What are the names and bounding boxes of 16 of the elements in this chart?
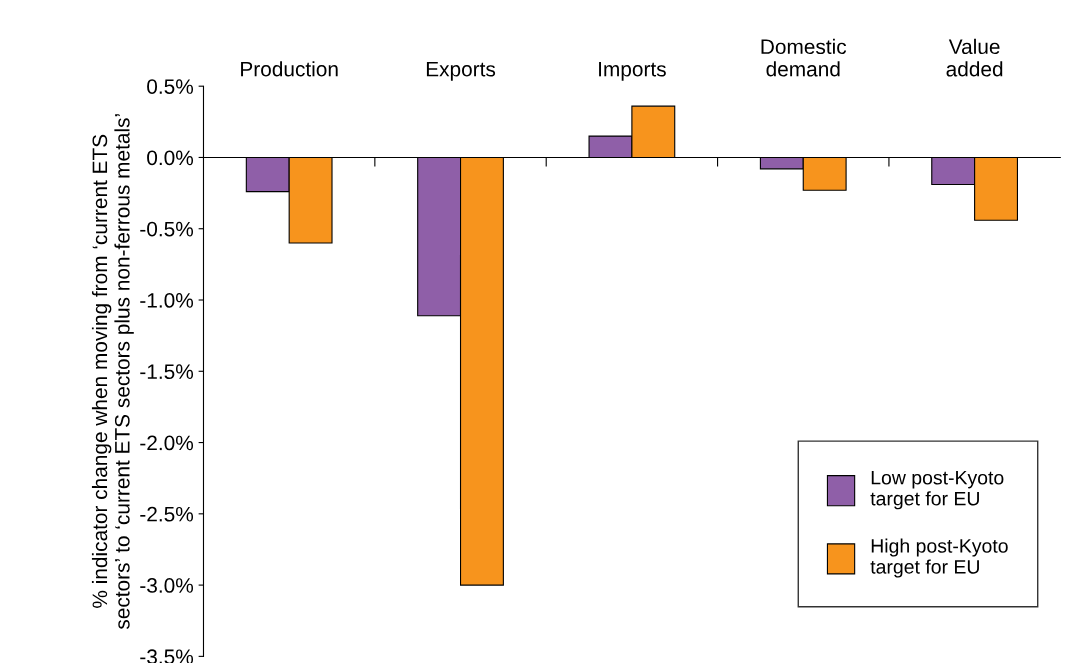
y-tick-label: -1.5%	[140, 364, 194, 380]
legend-label: High post-Kyoto target for EU	[870, 538, 1008, 578]
x-tick-label: Value added	[946, 38, 1003, 77]
legend-label: Low post-Kyoto target for EU	[870, 470, 1004, 510]
y-tick-label: -3.0%	[140, 578, 194, 593]
x-tick-label: Imports	[599, 61, 666, 81]
y-tick-label: -2.0%	[140, 435, 194, 451]
y-tick-label: 0.0%	[147, 150, 194, 166]
y-axis-title: % indicator change when moving from ‘current ETS sectors’ to ‘current ETS sectors plus non-ferrous metals’	[91, 114, 134, 630]
y-tick-label: -2.5%	[140, 506, 194, 522]
x-tick-label: Production	[241, 61, 338, 77]
y-tick-label: -0.5%	[140, 221, 194, 237]
x-tick-label: Domestic demand	[761, 38, 847, 77]
y-tick-label: -1.0%	[140, 293, 194, 308]
y-tick-label: 0.5%	[147, 79, 194, 94]
x-tick-label: Exports	[426, 61, 496, 81]
